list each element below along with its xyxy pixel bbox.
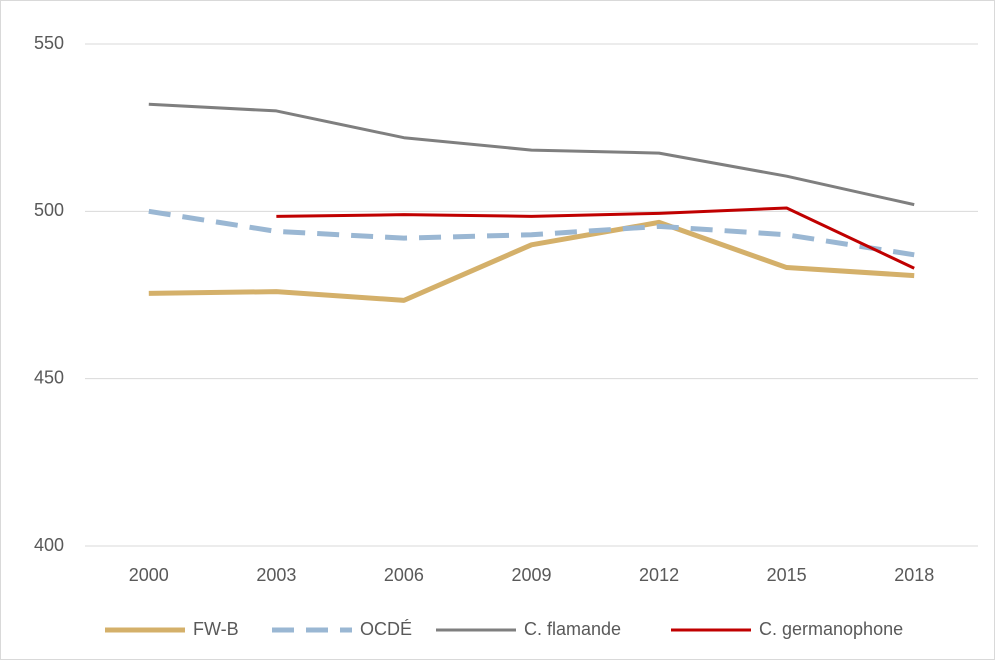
series-line xyxy=(148,219,915,303)
x-tick-label: 2000 xyxy=(129,565,169,585)
y-tick-label: 400 xyxy=(34,535,64,555)
y-tick-label: 500 xyxy=(34,200,64,220)
series-line xyxy=(276,206,915,270)
series-line xyxy=(148,102,915,207)
legend-label: C. germanophone xyxy=(759,619,903,639)
legend-label: FW-B xyxy=(193,619,239,639)
x-tick-label: 2018 xyxy=(894,565,934,585)
x-tick-label: 2015 xyxy=(767,565,807,585)
legend-label: OCDÉ xyxy=(360,619,412,639)
y-tick-label: 450 xyxy=(34,367,64,387)
x-tick-label: 2006 xyxy=(384,565,424,585)
series-line xyxy=(148,208,915,258)
x-tick-label: 2012 xyxy=(639,565,679,585)
legend-label: C. flamande xyxy=(524,619,621,639)
x-tick-label: 2009 xyxy=(511,565,551,585)
x-tick-label: 2003 xyxy=(256,565,296,585)
y-tick-label: 550 xyxy=(34,33,64,53)
